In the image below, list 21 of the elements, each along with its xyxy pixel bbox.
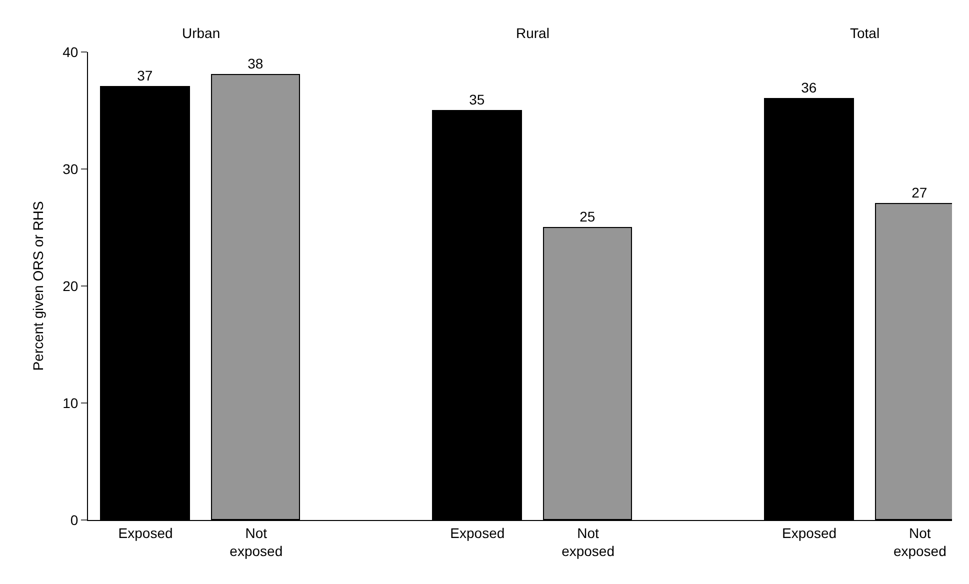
text: Rural [516, 25, 550, 41]
x-tick-label: Not exposed [893, 524, 946, 559]
text: Total [850, 25, 880, 41]
y-tick-label: 0 [70, 512, 78, 528]
y-tick-label: 10 [62, 394, 78, 411]
data-label: 37 [137, 68, 153, 84]
x-tick-label: Not exposed [230, 524, 283, 559]
x-tick-label: Exposed [118, 524, 173, 541]
data-label: 25 [580, 208, 596, 224]
y-tick-label: 20 [62, 278, 78, 294]
data-label: 27 [912, 184, 928, 200]
data-label: 36 [801, 80, 817, 96]
y-tick-label: 30 [62, 160, 78, 177]
y-tick-label: 40 [62, 44, 78, 60]
data-label: 38 [248, 56, 264, 72]
x-tick-label: Exposed [450, 524, 505, 541]
text: Urban [182, 25, 220, 41]
y-axis-title: Percent given ORS or RHS [30, 201, 46, 371]
data-label: 35 [469, 92, 485, 108]
x-tick-label: Not exposed [562, 524, 615, 559]
x-tick-label: Exposed [782, 524, 837, 541]
